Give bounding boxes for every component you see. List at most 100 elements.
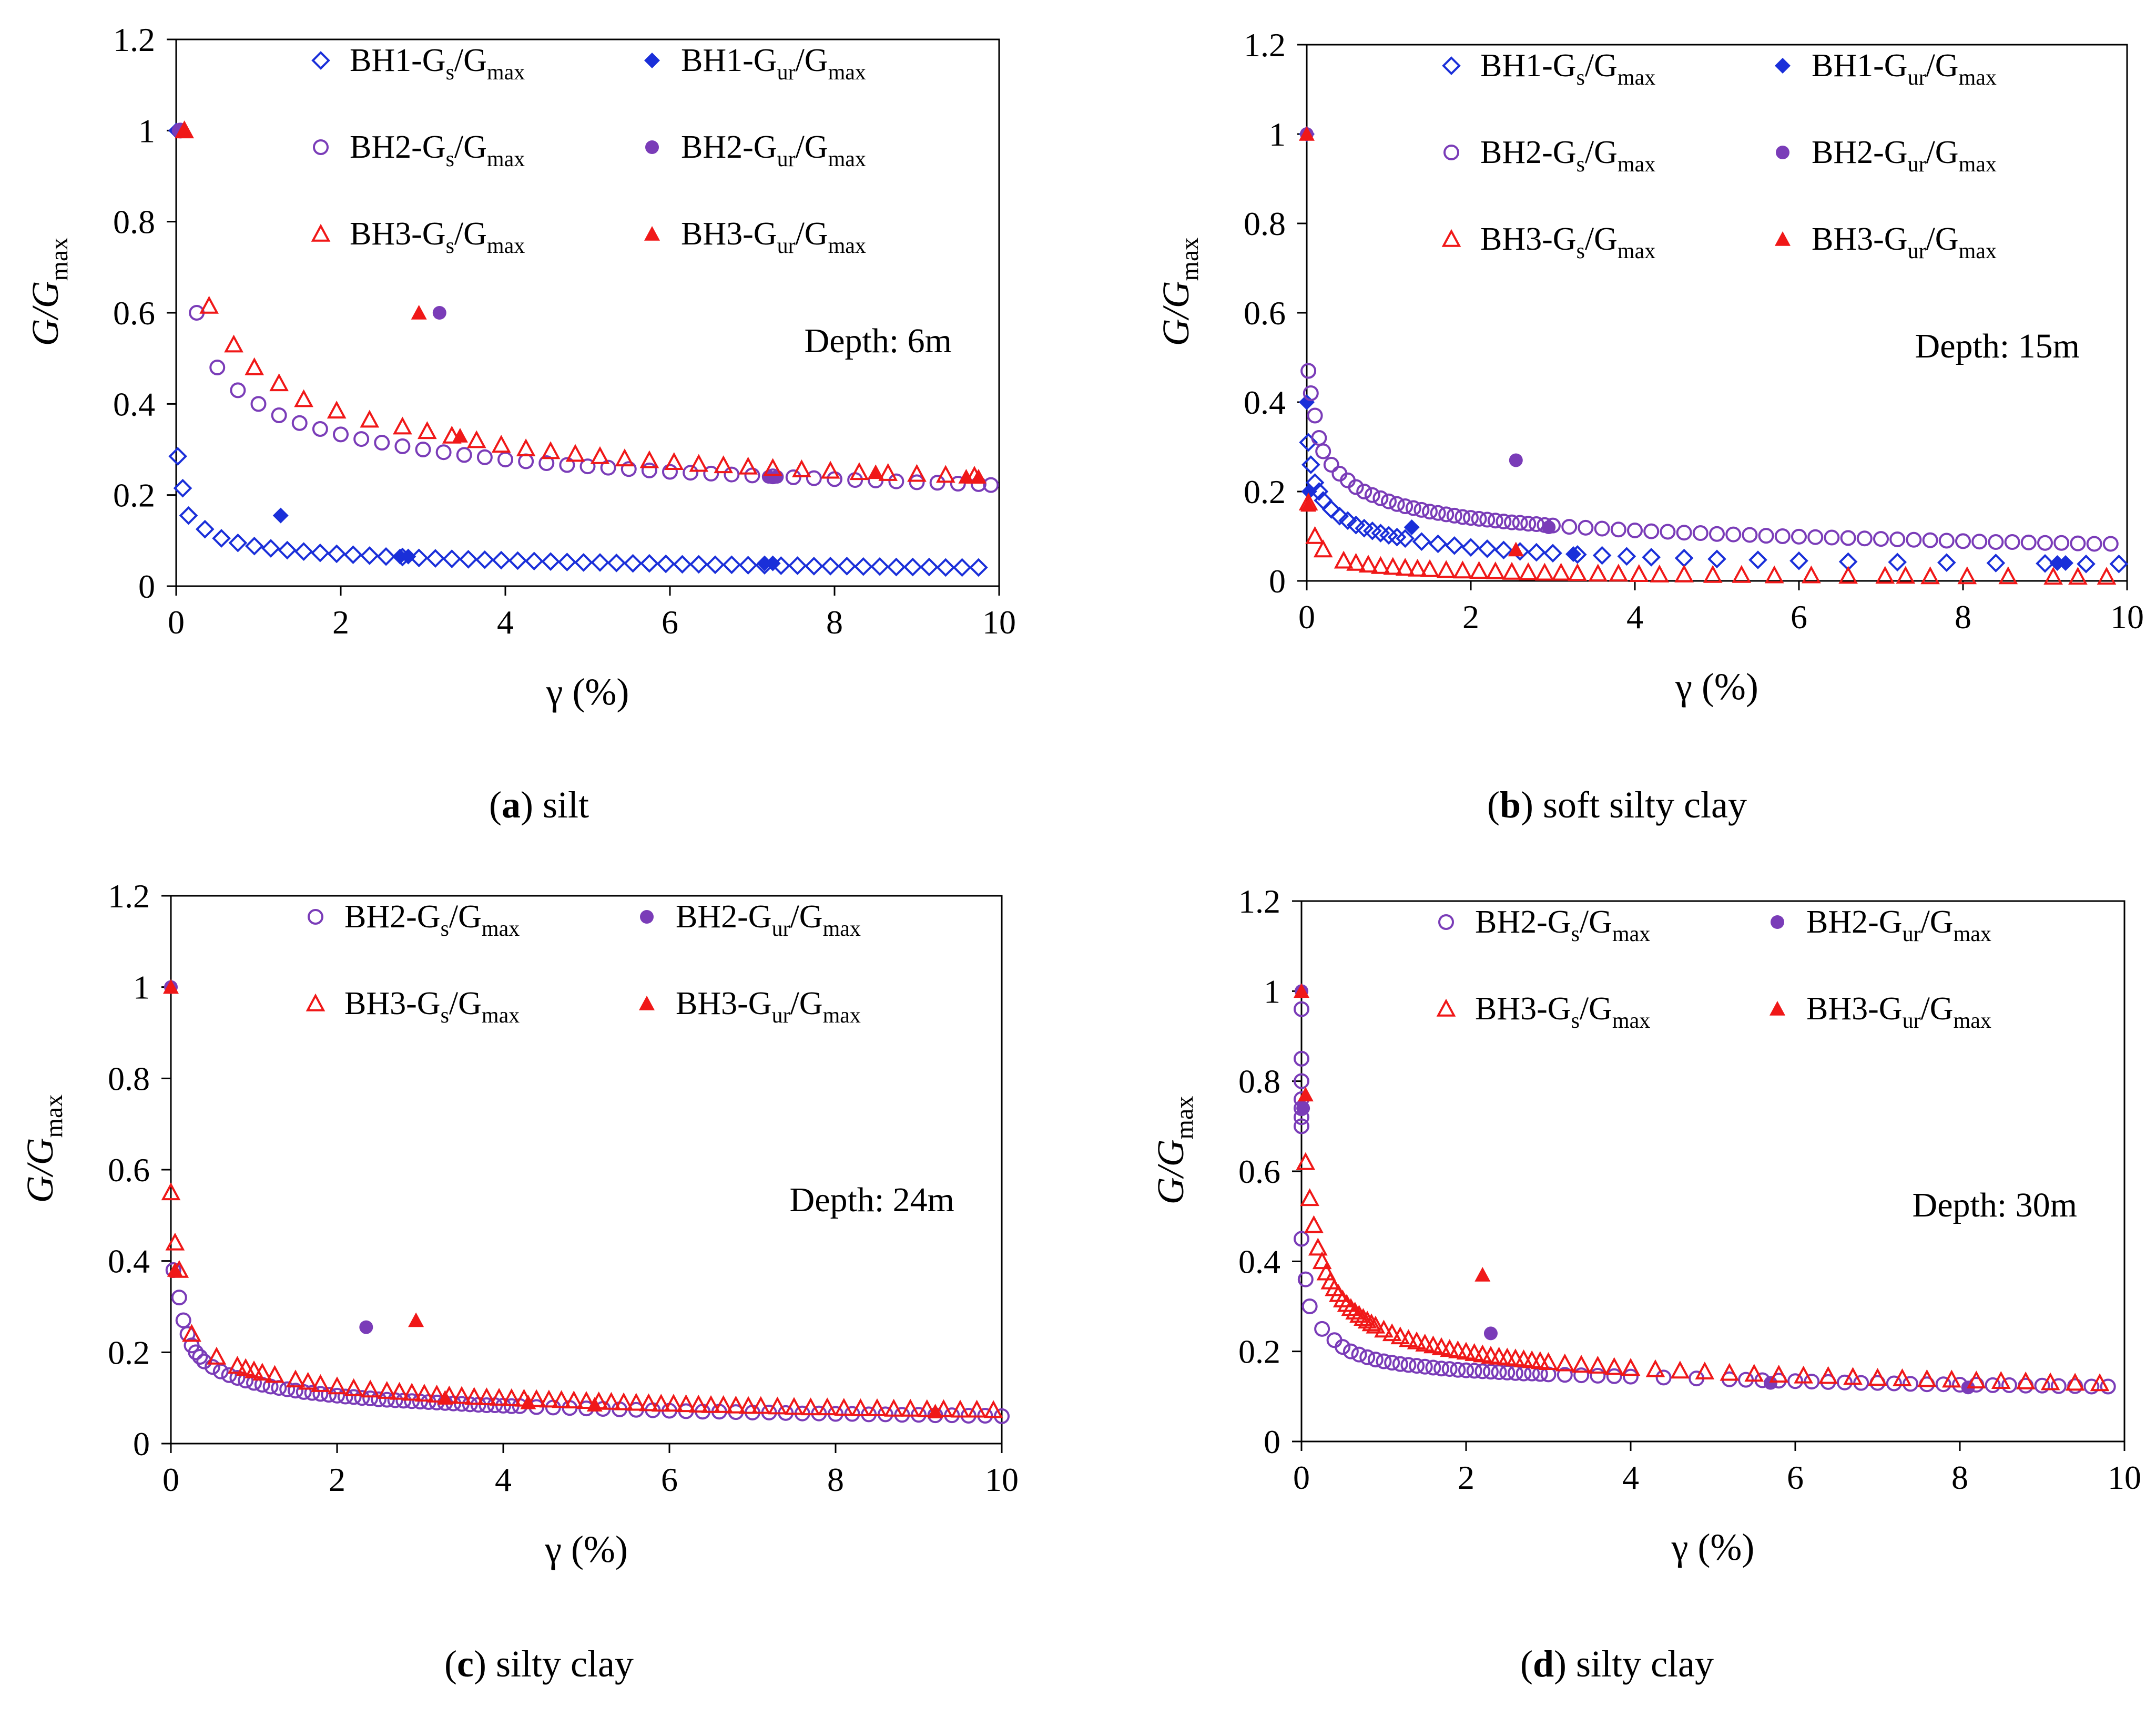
data-point [1413,502,1430,518]
series-bh3-gs-gmax [161,1182,1003,1418]
chart-svg: 0 2 4 6 8 10 0 0.2 0.4 0.6 0.8 1 1.2 γ (%) G/Gmax Depth… [1155,26,2144,708]
legend-label: BH2-Gur/Gmax [676,899,861,941]
x-axis-title: γ (%) [546,671,629,713]
data-point [909,474,925,490]
data-point [1818,1366,1838,1384]
data-point [1301,455,1320,474]
data-point [1676,525,1692,541]
data-point [1335,1339,1351,1355]
legend-marker [308,909,323,925]
y-tick-label: 0 [1269,563,1286,600]
legend-marker [1771,915,1784,929]
data-point [967,1399,987,1418]
data-point [726,1395,746,1414]
legend-label: BH1-Gur/Gmax [1812,48,1997,90]
data-point [1627,522,1643,538]
data-point [2083,1378,2100,1395]
data-point [1744,1364,1764,1382]
data-point [817,1397,837,1416]
caption-text: silty clay [495,1643,634,1685]
data-point [377,1380,397,1399]
data-point [1395,558,1415,576]
data-point [2050,1378,2067,1394]
x-tick-label: 0 [162,1461,179,1498]
data-point [934,1399,953,1417]
y-tick-label: 1 [133,969,150,1006]
data-point [579,458,596,475]
data-point [1623,1368,1639,1385]
data-point [541,441,561,459]
data-point [1592,546,1612,565]
data-point [538,455,555,471]
data-point [821,557,840,576]
data-point [489,1387,509,1406]
data-point [756,555,772,571]
data-point [706,555,725,575]
data-point [639,450,659,468]
data-point [849,462,869,480]
data-point [360,1379,380,1398]
y-tick-label: 0.2 [113,477,155,514]
data-point [768,1396,787,1415]
data-point [1466,1363,1482,1379]
data-point [207,1346,227,1365]
data-point [393,416,412,435]
data-point [1296,1152,1316,1170]
data-point [1381,493,1397,509]
data-point [784,1397,804,1415]
x-tick-label: 2 [1458,1459,1474,1496]
data-point [1461,538,1480,557]
data-point [1769,1365,1789,1383]
data-point [853,557,873,576]
x-tick-label: 2 [1462,598,1479,636]
data-point [1642,548,1661,567]
data-point [1542,520,1556,534]
data-point [516,438,536,457]
data-point [288,1383,303,1399]
y-tick-label: 0.2 [108,1334,150,1371]
data-point [2090,1373,2110,1392]
data-point [1366,1315,1386,1334]
data-point [1445,536,1464,555]
data-point [272,507,289,524]
y-tick-label: 0.2 [1238,1333,1280,1371]
series-bh3-gur-gmax [176,122,987,484]
data-point [1764,565,1784,584]
data-point [2109,554,2129,574]
data-point [1383,557,1403,575]
depth-annotation: Depth: 24m [790,1181,954,1219]
data-point [1621,1358,1641,1376]
series-bh3-gur-gmax [1294,983,1491,1282]
x-tick-label: 8 [1951,1459,1968,1496]
data-point [2004,534,2020,550]
data-point [1474,1267,1491,1282]
data-point [2053,535,2070,551]
data-point [1707,549,1726,569]
data-point [564,1390,584,1409]
data-point [1294,1050,1309,1067]
legend-label: BH2-Gur/Gmax [1812,135,1997,177]
data-point [1389,496,1405,512]
series-bh2-gur-gmax [171,124,784,484]
data-point [353,431,370,447]
depth-annotation: Depth: 6m [805,322,952,360]
data-point [475,550,494,569]
data-point [1937,553,1956,572]
data-point [574,553,593,572]
series-bh3-gur-gmax [1299,126,1524,557]
data-point [1349,1305,1369,1323]
data-point [1428,534,1448,554]
data-point [1555,1353,1575,1372]
data-point [442,549,462,568]
data-point [1433,1361,1450,1377]
data-point [1471,510,1487,527]
legend-label: BH2-Gur/Gmax [1806,904,1991,946]
legend-label: BH2-Gs/Gmax [344,899,520,941]
y-tick-label: 0.8 [108,1060,150,1097]
data-point [2020,534,2037,550]
chart-panel-c: 0 2 4 6 8 10 0 0.2 0.4 0.6 0.8 1 1.2 γ (%) G/Gmax Depth… [0,859,1078,1718]
data-point [936,558,955,577]
data-point [269,373,289,392]
data-point [763,458,782,476]
series-bh2-gs-gmax [165,1262,1010,1424]
